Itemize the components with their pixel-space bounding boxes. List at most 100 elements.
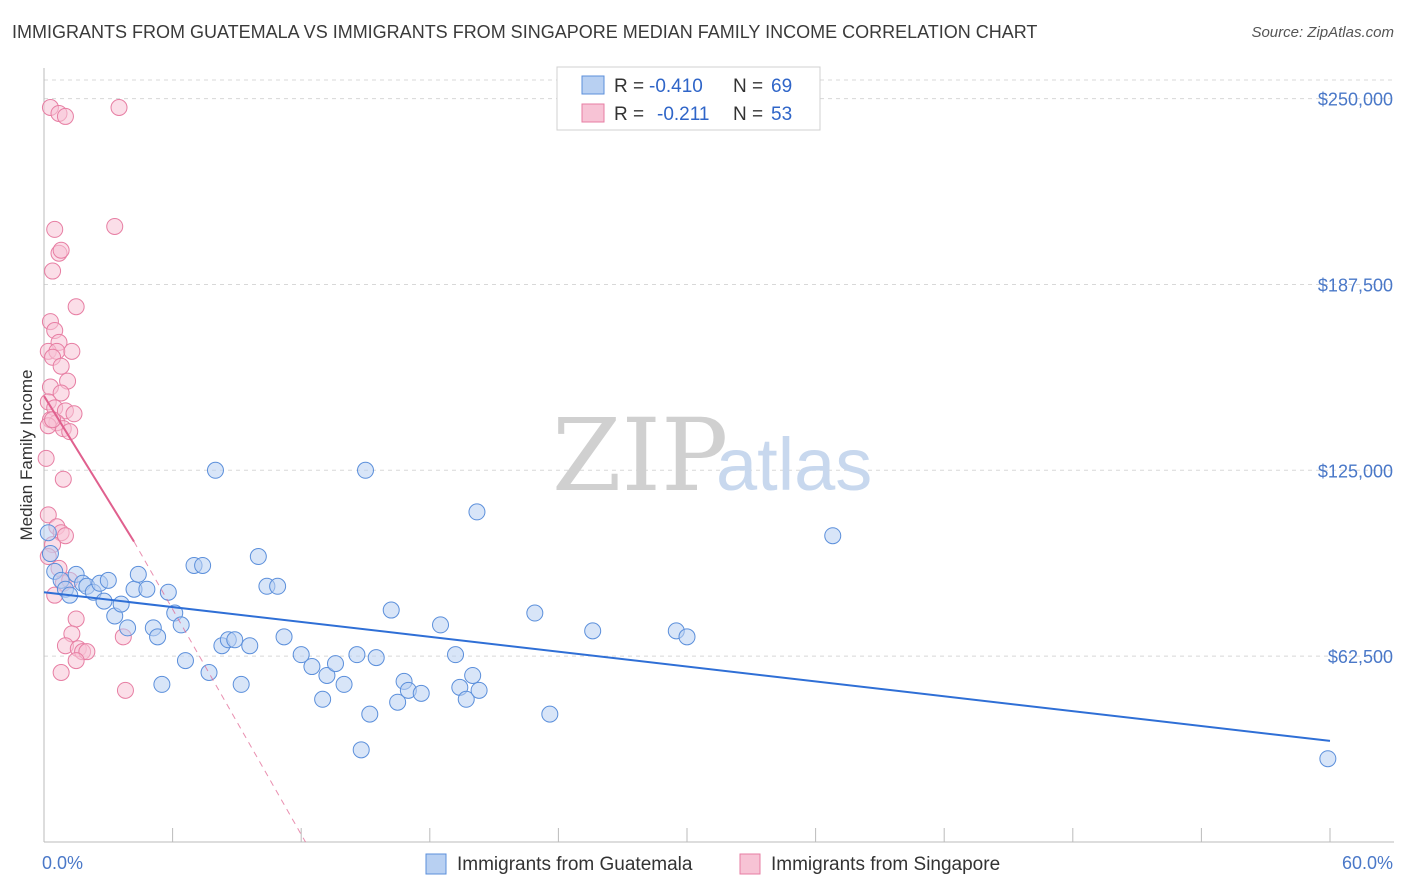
point-guatemala-24	[172, 616, 190, 634]
point-guatemala-35	[249, 548, 267, 566]
point-guatemala-67	[1319, 750, 1337, 768]
point-guatemala-27	[194, 556, 212, 574]
point-singapore-48	[67, 652, 85, 670]
point-guatemala-41	[314, 690, 332, 708]
y-tick-labels: $62,500 $125,000 $187,500 $250,000	[1318, 90, 1393, 668]
x-tick-label-0: 0.0%	[42, 853, 83, 873]
point-guatemala-61	[526, 604, 544, 622]
point-singapore-4	[46, 220, 64, 238]
point-singapore-31	[54, 470, 72, 488]
point-guatemala-0	[39, 524, 57, 542]
source-label: Source: ZipAtlas.com	[1251, 24, 1394, 41]
point-guatemala-34	[241, 637, 259, 655]
point-guatemala-63	[584, 622, 602, 640]
point-guatemala-14	[112, 595, 130, 613]
legend-r-value-singapore: -0.211	[657, 104, 709, 125]
point-guatemala-28	[200, 664, 218, 682]
point-guatemala-15	[119, 619, 137, 637]
point-guatemala-32	[226, 631, 244, 649]
point-singapore-5	[106, 217, 124, 235]
point-guatemala-42	[318, 666, 336, 684]
point-guatemala-33	[232, 675, 250, 693]
point-guatemala-37	[269, 577, 287, 595]
trend-line-singapore	[43, 395, 135, 543]
point-singapore-7	[52, 241, 70, 259]
point-singapore-15	[63, 342, 81, 360]
point-guatemala-53	[412, 684, 430, 702]
point-guatemala-60	[470, 681, 488, 699]
legend-swatch-guatemala	[581, 75, 605, 95]
point-singapore-30	[37, 449, 55, 467]
bottom-legend-swatch-guatemala	[425, 853, 447, 875]
point-singapore-17	[52, 357, 70, 375]
trend-line-guatemala	[43, 591, 1331, 742]
point-singapore-36	[56, 527, 74, 545]
point-guatemala-20	[149, 628, 167, 646]
point-guatemala-57	[457, 690, 475, 708]
point-guatemala-66	[824, 527, 842, 545]
legend-r-label-guatemala: R =	[614, 76, 644, 97]
legend-swatch-singapore	[581, 103, 605, 123]
point-guatemala-40	[303, 658, 321, 676]
watermark-zip-text: ZIP	[552, 397, 728, 514]
point-singapore-51	[116, 681, 134, 699]
grid-lines	[44, 79, 1394, 657]
y-tick-label-2: $187,500	[1318, 275, 1393, 295]
y-tick-label-1: $125,000	[1318, 461, 1393, 481]
bottom-legend-swatch-singapore	[739, 853, 761, 875]
point-guatemala-65	[678, 628, 696, 646]
legend-r-label-singapore: R =	[614, 104, 644, 125]
y-tick-label-3: $250,000	[1318, 90, 1393, 110]
point-guatemala-45	[348, 646, 366, 664]
point-singapore-32	[39, 506, 57, 524]
point-guatemala-38	[275, 628, 293, 646]
point-guatemala-68	[352, 741, 370, 759]
point-guatemala-43	[326, 655, 344, 673]
bottom-legend-label-guatemala: Immigrants from Guatemala	[457, 854, 693, 875]
point-guatemala-59	[468, 503, 486, 521]
y-axis-label: Median Family Income	[17, 369, 36, 540]
legend-n-label-guatemala: N =	[733, 76, 763, 97]
point-guatemala-48	[367, 649, 385, 667]
point-singapore-9	[67, 298, 85, 316]
point-guatemala-54	[432, 616, 450, 634]
point-guatemala-47	[361, 705, 379, 723]
point-singapore-2	[56, 107, 74, 125]
chart-title: IMMIGRANTS FROM GUATEMALA VS IMMIGRANTS …	[12, 22, 1038, 42]
watermark: ZIP atlas	[552, 397, 872, 514]
legend-n-value-singapore: 53	[771, 104, 792, 125]
point-guatemala-50	[389, 693, 407, 711]
point-singapore-24	[65, 405, 83, 423]
x-tick-label-1: 60.0%	[1342, 853, 1393, 873]
bottom-legend-label-singapore: Immigrants from Singapore	[771, 854, 1000, 875]
point-singapore-3	[110, 99, 128, 117]
x-tick-labels: 0.0% 60.0%	[42, 853, 1393, 873]
point-guatemala-39	[292, 646, 310, 664]
point-singapore-29	[61, 423, 79, 441]
point-guatemala-55	[447, 646, 465, 664]
point-guatemala-1	[41, 545, 59, 563]
point-guatemala-49	[382, 601, 400, 619]
point-guatemala-21	[153, 675, 171, 693]
point-guatemala-25	[176, 652, 194, 670]
stats-legend: R = -0.410 N = 69 R = -0.211 N = 53	[556, 66, 821, 131]
legend-n-label-singapore: N =	[733, 104, 763, 125]
point-guatemala-12	[99, 571, 117, 589]
point-guatemala-58	[464, 666, 482, 684]
point-guatemala-46	[357, 461, 374, 479]
point-guatemala-22	[159, 583, 177, 601]
point-guatemala-62	[541, 705, 559, 723]
point-singapore-8	[44, 262, 62, 280]
point-singapore-49	[52, 664, 70, 682]
point-guatemala-29	[206, 461, 224, 479]
point-guatemala-18	[138, 580, 156, 598]
point-singapore-42	[67, 610, 85, 628]
watermark-atlas-text: atlas	[716, 423, 872, 506]
y-tick-label-0: $62,500	[1328, 647, 1393, 667]
point-guatemala-17	[129, 565, 147, 583]
point-guatemala-44	[335, 675, 353, 693]
legend-r-value-guatemala: -0.410	[649, 76, 703, 97]
legend-n-value-guatemala: 69	[771, 76, 792, 97]
point-guatemala-11	[95, 592, 113, 610]
